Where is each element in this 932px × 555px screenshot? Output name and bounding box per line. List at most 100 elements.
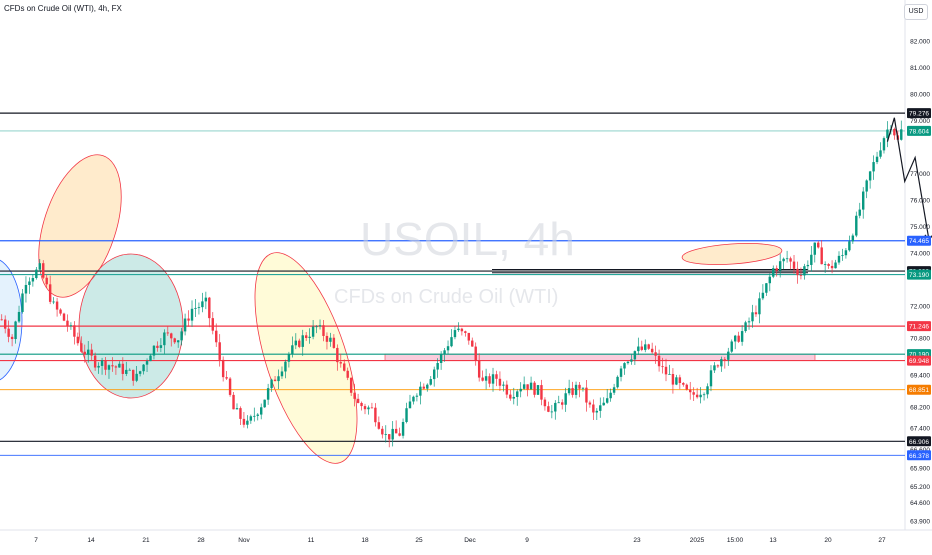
candle-body	[862, 191, 865, 210]
candle-body	[536, 385, 540, 395]
price-tag	[907, 108, 931, 119]
candle-body	[561, 402, 564, 405]
y-tick-label: 81.000	[910, 65, 930, 72]
candle-body	[398, 433, 401, 436]
candle-body	[733, 335, 737, 342]
price-tag-label: 78.604	[909, 128, 929, 135]
candle-body	[637, 346, 640, 352]
candle-body	[823, 264, 827, 265]
price-tag	[907, 269, 931, 280]
candle-body	[166, 332, 170, 334]
candle-body	[644, 344, 647, 350]
candle-body	[415, 395, 419, 397]
candle-body	[595, 410, 599, 413]
candle-body	[291, 345, 294, 354]
y-tick-label: 68.200	[910, 404, 930, 411]
candle-body	[215, 330, 218, 343]
candle-body	[533, 382, 536, 395]
candle-body	[201, 301, 204, 308]
watermark-description: CFDs on Crude Oil (WTI)	[334, 286, 559, 308]
candle-body	[17, 311, 21, 322]
currency-button[interactable]: USD	[904, 4, 928, 20]
candle-body	[516, 391, 519, 397]
candle-body	[436, 362, 439, 370]
candle-body	[266, 388, 270, 400]
candle-body	[803, 266, 806, 276]
candle-body	[97, 365, 100, 368]
candle-body	[384, 434, 387, 435]
candle-body	[706, 386, 709, 395]
candle-body	[491, 374, 495, 384]
candle-body	[879, 150, 882, 157]
candle-body	[42, 263, 45, 278]
candle-body	[799, 275, 803, 276]
candle-body	[443, 350, 446, 355]
candle-body	[654, 352, 657, 356]
candle-body	[737, 335, 740, 342]
candle-body	[187, 318, 190, 321]
candle-body	[159, 345, 163, 348]
candle-body	[280, 371, 284, 377]
candle-body	[540, 385, 543, 400]
candle-body	[505, 384, 509, 395]
candle-body	[208, 297, 211, 319]
candle-body	[24, 284, 28, 294]
candle-body	[571, 388, 574, 395]
candle-body	[87, 349, 90, 355]
candle-body	[145, 361, 149, 365]
x-tick-label: 7	[34, 537, 38, 544]
candle-body	[325, 335, 329, 342]
x-tick-label: 20	[824, 537, 832, 544]
candle-body	[865, 180, 868, 192]
candle-body	[592, 404, 595, 413]
candle-body	[848, 241, 851, 251]
candle-body	[675, 377, 678, 385]
x-tick-label: Nov	[238, 537, 250, 544]
candle-body	[218, 342, 221, 360]
candle-body	[868, 171, 872, 181]
candle-body	[557, 402, 560, 404]
candle-body	[346, 370, 349, 378]
candle-body	[657, 355, 661, 367]
price-tag	[907, 125, 931, 136]
candle-body	[93, 355, 97, 368]
candle-body	[567, 388, 571, 394]
price-tag	[907, 384, 931, 395]
candle-body	[211, 318, 214, 331]
candle-body	[152, 345, 156, 356]
candle-body	[471, 340, 474, 347]
y-tick-label: 63.900	[910, 519, 930, 526]
candle-body	[727, 351, 730, 360]
candle-body	[301, 335, 304, 347]
candle-body	[650, 348, 654, 353]
candle-body	[668, 373, 671, 375]
candle-body	[73, 325, 76, 337]
candle-body	[619, 368, 623, 377]
candle-body	[277, 376, 280, 382]
candle-body	[744, 322, 747, 332]
price-tag-label: 68.851	[909, 387, 929, 394]
chart-title: CFDs on Crude Oil (WTI), 4h, FX	[4, 4, 122, 13]
candle-body	[502, 384, 505, 386]
price-tag	[907, 450, 931, 461]
candle-body	[381, 428, 384, 435]
candle-body	[450, 337, 453, 347]
candle-body	[519, 388, 522, 392]
candle-body	[343, 363, 346, 371]
candle-body	[38, 263, 41, 270]
candle-body	[564, 393, 567, 405]
candle-body	[394, 428, 398, 434]
candle-body	[377, 422, 381, 429]
candle-body	[273, 379, 277, 382]
candle-body	[554, 402, 557, 412]
candle-body	[872, 162, 875, 172]
candle-body	[360, 402, 363, 407]
candle-body	[581, 387, 585, 389]
y-tick-label: 69.400	[910, 373, 930, 380]
candle-body	[388, 434, 391, 440]
candle-body	[45, 277, 48, 285]
annotation-ellipse-blue	[0, 259, 23, 381]
candle-body	[837, 255, 841, 263]
